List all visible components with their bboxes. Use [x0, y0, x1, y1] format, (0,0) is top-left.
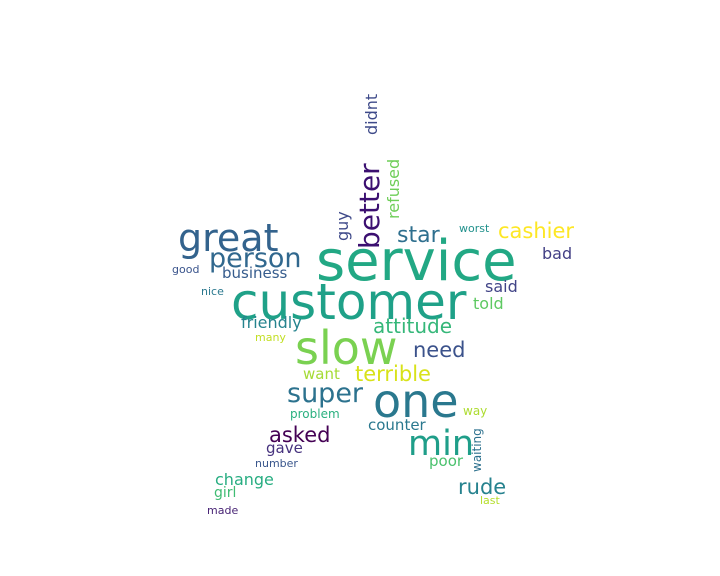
word-service: service [316, 229, 517, 294]
word-asked: asked [269, 423, 331, 447]
word-want: want [303, 365, 340, 383]
word-super: super [287, 378, 364, 409]
word-great: great [178, 216, 279, 260]
word-worst: worst [459, 222, 490, 235]
word-good: good [172, 263, 200, 276]
word-many: many [255, 331, 286, 344]
word-nice: nice [201, 285, 224, 298]
word-gave: gave [266, 439, 303, 457]
word-min: min [408, 424, 475, 464]
word-change: change [215, 470, 274, 489]
word-person: person [209, 243, 302, 274]
word-counter: counter [368, 416, 426, 434]
word-customer: customer [231, 273, 467, 331]
word-bad: bad [542, 244, 573, 263]
word-last: last [480, 494, 500, 507]
word-told: told [473, 294, 504, 313]
word-guy: guy [333, 211, 352, 241]
word-poor: poor [429, 452, 464, 470]
word-business: business [222, 264, 288, 282]
word-cashier: cashier [498, 219, 575, 243]
word-one: one [373, 374, 459, 428]
word-number: number [255, 457, 298, 470]
word-rude: rude [458, 475, 507, 499]
word-said: said [485, 277, 518, 296]
word-made: made [207, 504, 239, 517]
word-refused: refused [384, 158, 403, 219]
word-slow: slow [295, 321, 398, 375]
word-terrible: terrible [355, 362, 431, 386]
word-didnt: didnt [362, 93, 381, 135]
word-friendly: friendly [241, 313, 302, 332]
word-way: way [463, 404, 488, 418]
word-girl: girl [214, 485, 237, 501]
word-star: star [397, 223, 440, 248]
word-attitude: attitude [373, 314, 453, 338]
word-problem: problem [290, 407, 340, 421]
word-waiting: waiting [470, 428, 484, 472]
word-need: need [413, 338, 466, 362]
word-better: better [353, 163, 386, 249]
